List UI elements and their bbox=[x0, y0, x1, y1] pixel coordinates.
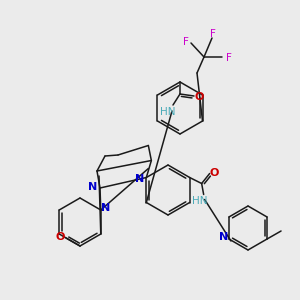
Text: O: O bbox=[210, 167, 219, 178]
Text: N: N bbox=[219, 232, 229, 242]
Text: N: N bbox=[135, 175, 144, 184]
Text: F: F bbox=[226, 53, 232, 63]
Text: HN: HN bbox=[160, 107, 176, 117]
Text: HN: HN bbox=[192, 196, 207, 206]
Text: N: N bbox=[101, 203, 110, 213]
Text: N: N bbox=[88, 182, 98, 192]
Text: F: F bbox=[210, 29, 216, 39]
Text: O: O bbox=[194, 92, 204, 102]
Text: F: F bbox=[183, 37, 189, 47]
Text: O: O bbox=[55, 232, 65, 242]
